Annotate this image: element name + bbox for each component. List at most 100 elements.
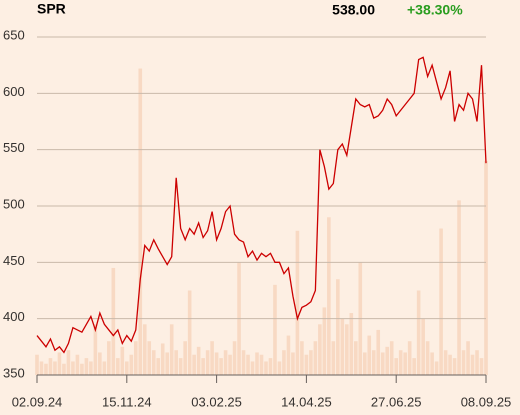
volume-bar <box>318 324 322 375</box>
volume-bar <box>412 358 416 375</box>
volume-bar <box>291 352 295 375</box>
volume-bar <box>345 324 349 375</box>
volume-bar <box>457 200 461 375</box>
volume-bar <box>353 341 358 375</box>
volume-bar <box>282 350 286 375</box>
volume-bar <box>169 324 174 375</box>
volume-bar <box>89 361 93 375</box>
volume-bar <box>223 350 228 375</box>
volume-bar <box>376 329 381 375</box>
volume-bar <box>295 230 300 375</box>
volume-bar <box>304 354 309 375</box>
volume-bar <box>187 290 192 375</box>
volume-bar <box>66 350 71 375</box>
volume-bar <box>349 313 354 375</box>
volume-bar <box>336 279 340 375</box>
volume-bar <box>201 358 205 375</box>
volume-bar <box>448 354 452 375</box>
volume-bar <box>160 343 165 375</box>
volume-bar <box>362 352 367 375</box>
volume-bar <box>322 307 327 375</box>
volume-bar <box>389 341 394 375</box>
volume-bar <box>398 350 403 375</box>
volume-bar <box>214 352 219 375</box>
y-tick-label: 550 <box>3 140 25 155</box>
volume-bar <box>484 160 488 375</box>
y-tick-label: 400 <box>3 309 25 324</box>
volume-bar <box>228 354 232 375</box>
volume-bar <box>430 352 434 375</box>
volume-bar <box>255 352 259 375</box>
volume-bar <box>62 363 66 375</box>
volume-bar <box>205 350 210 375</box>
volume-bar <box>116 358 120 375</box>
volume-bar <box>277 361 282 375</box>
volume-bar <box>466 341 470 375</box>
volume-bar <box>129 354 134 375</box>
volume-bar <box>98 352 102 375</box>
volume-bar <box>111 267 116 375</box>
volume-bar <box>57 352 62 375</box>
volume-bar <box>407 341 412 375</box>
volume-bar <box>165 352 170 375</box>
volume-bar <box>53 361 57 375</box>
volume-bar <box>331 341 336 375</box>
volume-bar <box>35 354 39 375</box>
volume-bar <box>470 354 475 375</box>
y-tick-label: 450 <box>3 253 25 268</box>
volume-bar <box>421 318 425 375</box>
volume-bar <box>71 361 75 375</box>
volume-bar <box>138 68 143 376</box>
volume-bar <box>147 341 152 375</box>
volume-bar <box>250 361 255 375</box>
volume-bar <box>313 341 318 375</box>
x-tick-label: 15.11.24 <box>102 394 152 409</box>
volume-bar <box>75 354 80 375</box>
volume-bar <box>241 350 246 375</box>
volume-bar <box>246 354 250 375</box>
price-line <box>36 56 487 354</box>
volume-bar <box>371 350 376 375</box>
volume-bar <box>403 352 407 375</box>
volume-bar <box>479 358 484 375</box>
volume-bar <box>120 346 125 375</box>
volume-bar <box>107 341 111 375</box>
volume-bar <box>425 341 430 375</box>
volume-bar <box>434 361 439 375</box>
volume-bar <box>264 361 268 375</box>
x-tick-label: 27.06.25 <box>371 394 422 409</box>
y-tick-label: 650 <box>3 27 25 42</box>
volume-bar <box>48 358 53 375</box>
volume-bar <box>416 290 421 375</box>
volume-bar <box>133 341 138 375</box>
volume-bar <box>84 358 89 375</box>
volume-bar <box>340 318 345 375</box>
volume-bar <box>475 350 479 375</box>
volume-bar <box>93 324 98 375</box>
y-tick-label: 500 <box>3 196 25 211</box>
volume-bar <box>178 358 183 375</box>
volume-bar <box>461 350 466 375</box>
y-tick-label: 350 <box>3 365 25 380</box>
volume-bar <box>219 358 223 375</box>
volume-bar <box>196 346 201 375</box>
volume-bar <box>39 361 44 375</box>
volume-bar <box>183 341 187 375</box>
volume-bar <box>192 354 196 375</box>
volume-bar <box>44 363 48 375</box>
volume-bar <box>385 346 390 375</box>
volume-bar <box>286 335 291 375</box>
volume-bar <box>80 363 84 375</box>
volume-bar <box>309 350 313 375</box>
volume-bar <box>300 341 304 375</box>
chart-title: SPR <box>37 1 66 17</box>
x-tick-label: 03.02.25 <box>191 394 242 409</box>
price: 538.00 <box>332 2 375 18</box>
x-tick-label: 14.04.25 <box>281 394 332 409</box>
volume-bar <box>210 341 214 375</box>
volume-bar <box>439 228 443 375</box>
volume-bar <box>327 217 331 375</box>
volume-bar <box>232 341 237 375</box>
volume-bar <box>452 358 457 375</box>
